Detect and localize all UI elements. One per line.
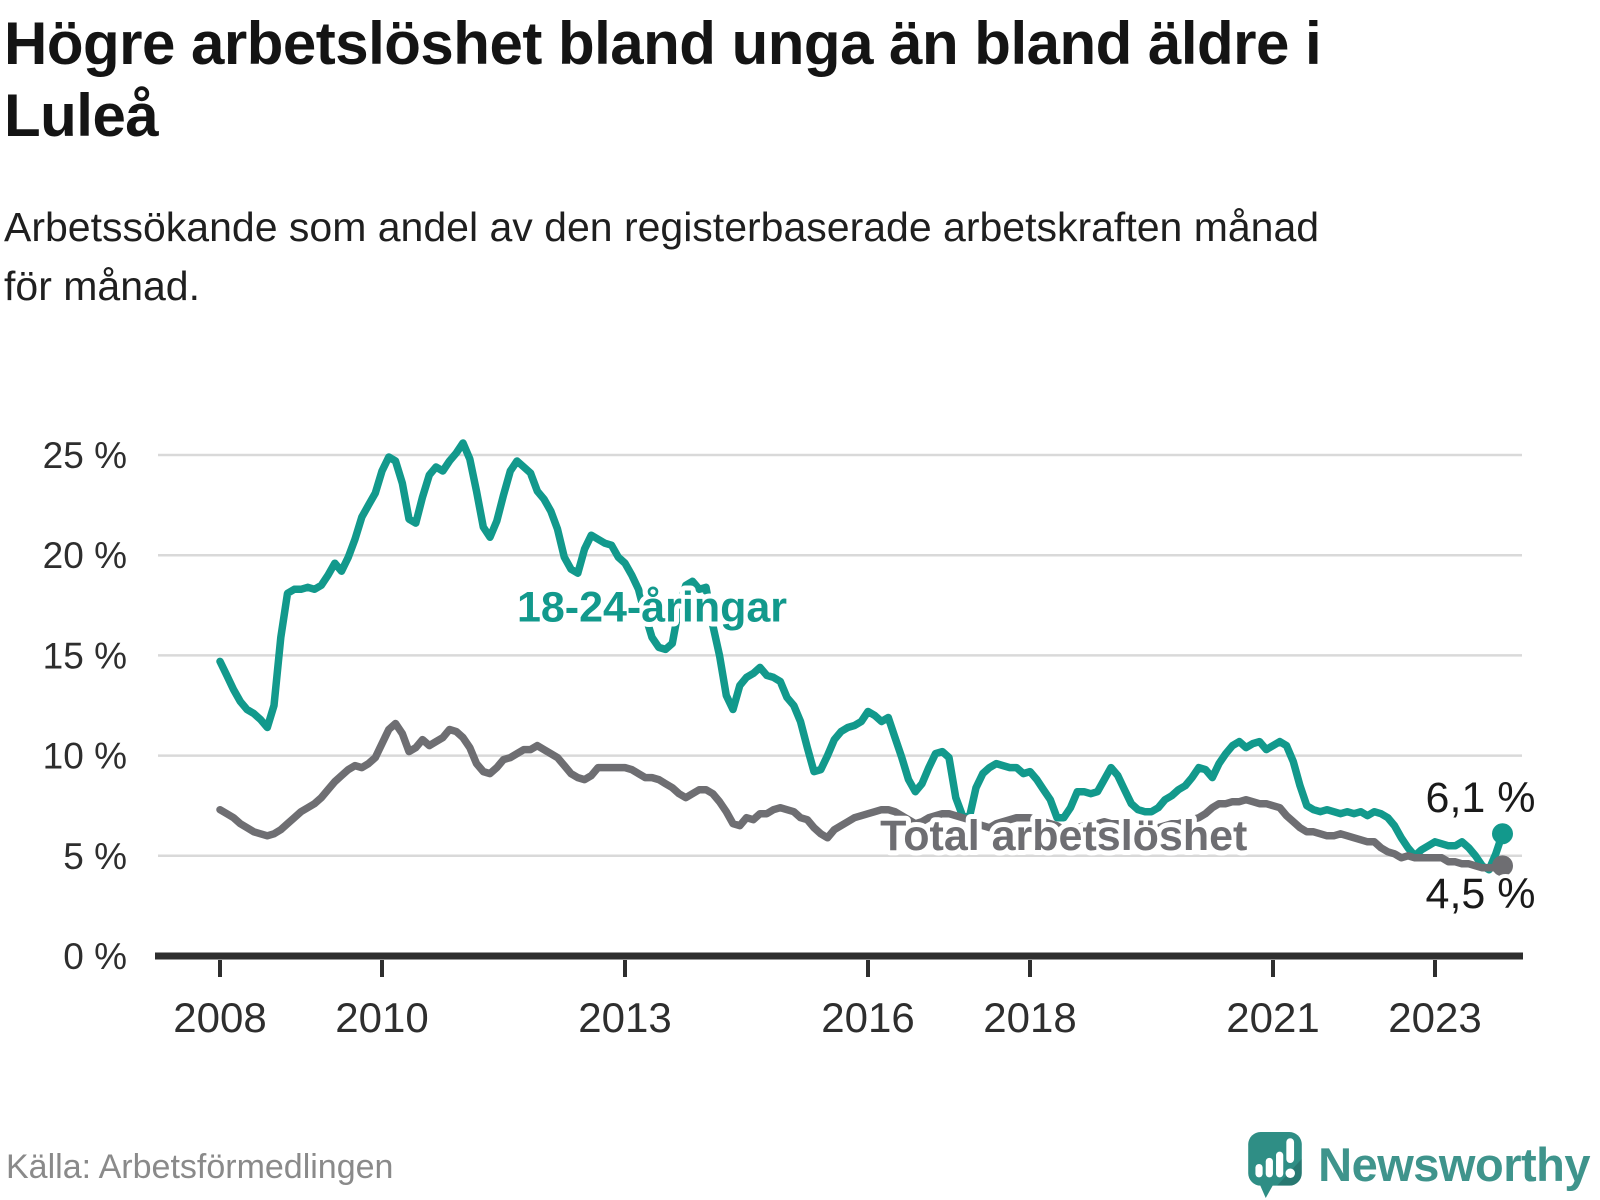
series-line-total — [216, 719, 1507, 872]
brand-wordmark: Newsworthy — [1318, 1137, 1590, 1191]
page-title: Högre arbetslöshet bland unga än bland ä… — [4, 8, 1564, 152]
x-axis-label: 2023 — [1388, 994, 1481, 1041]
end-value-label-total: 4,5 % — [1426, 870, 1536, 918]
y-axis-label: 0 % — [63, 936, 127, 977]
y-axis-label: 20 % — [43, 535, 127, 576]
y-axis-label: 5 % — [63, 836, 127, 877]
series-line-youth — [216, 439, 1507, 874]
page-title-line-2: Luleå — [4, 82, 159, 149]
page-subtitle-line-2: för månad. — [4, 263, 200, 309]
series-label-youth: 18-24-åringar — [517, 583, 787, 631]
x-axis-label: 2013 — [578, 994, 671, 1041]
x-axis-label: 2010 — [335, 994, 428, 1041]
end-value-label-youth: 6,1 % — [1426, 774, 1536, 822]
newsworthy-icon — [1248, 1132, 1302, 1198]
series-label-total: Total arbetslöshet — [880, 812, 1247, 860]
x-axis-label: 2016 — [821, 994, 914, 1041]
speech-bubble-tail — [1258, 1181, 1276, 1198]
x-axis-label: 2021 — [1226, 994, 1319, 1041]
page-subtitle: Arbetssökande som andel av den registerb… — [4, 198, 1564, 316]
brand-logo: Newsworthy — [1246, 1130, 1590, 1198]
source-note: Källa: Arbetsförmedlingen — [6, 1148, 394, 1186]
page-title-line-1: Högre arbetslöshet bland unga än bland ä… — [4, 10, 1322, 77]
bar-chart-glyph — [1255, 1151, 1284, 1178]
end-dot-youth — [1492, 823, 1513, 845]
y-axis-label: 15 % — [43, 635, 127, 676]
x-axis-label: 2008 — [173, 994, 266, 1041]
page-subtitle-line-1: Arbetssökande som andel av den registerb… — [4, 204, 1320, 250]
x-axis-label: 2018 — [983, 994, 1076, 1041]
y-axis-label: 10 % — [43, 736, 127, 777]
end-dot-total — [1492, 855, 1513, 877]
exclamation-glyph — [1285, 1138, 1296, 1179]
y-axis-label: 25 % — [43, 435, 127, 476]
